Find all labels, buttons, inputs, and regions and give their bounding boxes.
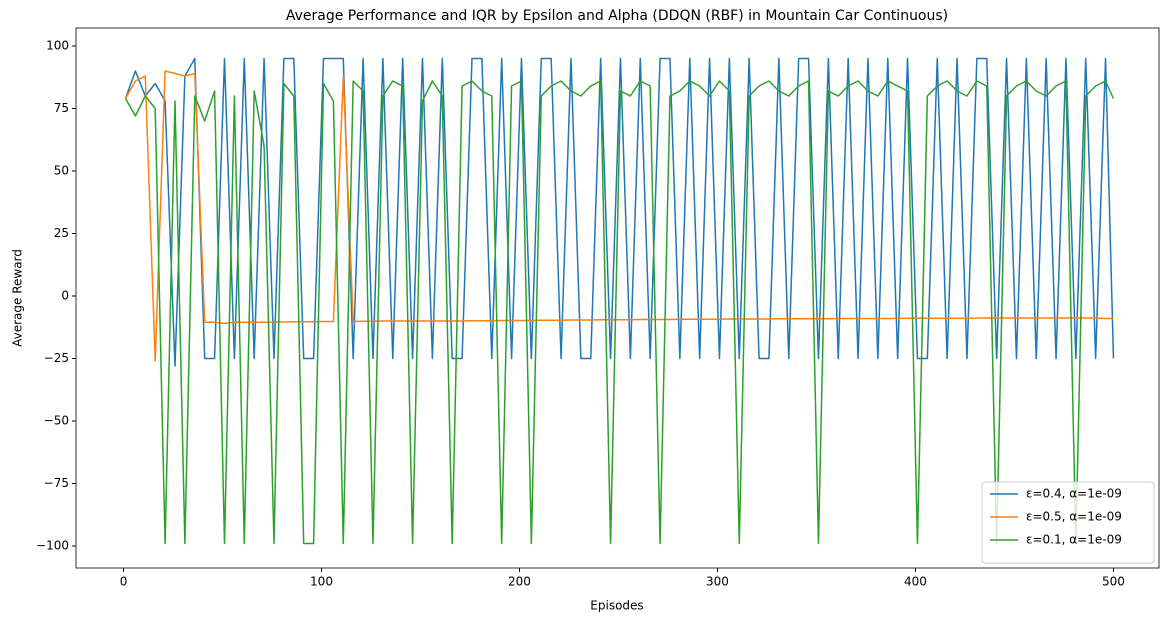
x-tick-label: 500 <box>1102 575 1125 589</box>
series-line <box>124 80 1115 545</box>
plot-frame <box>75 27 1160 569</box>
x-tick-label: 0 <box>120 575 128 589</box>
y-tick-label: −25 <box>44 351 69 365</box>
x-tick-label: 300 <box>706 575 729 589</box>
y-tick-label: 75 <box>54 101 69 115</box>
y-axis-label: Average Reward <box>11 249 25 347</box>
y-tick-label: −50 <box>44 414 69 428</box>
y-tick-label: −75 <box>44 476 69 490</box>
legend-box <box>981 481 1155 564</box>
chart-title: Average Performance and IQR by Epsilon a… <box>286 8 948 24</box>
x-tick-label: 200 <box>508 575 531 589</box>
x-tick-label: 400 <box>904 575 927 589</box>
x-axis-label: Episodes <box>590 599 643 613</box>
legend-label: ε=0.4, α=1e-09 <box>1026 487 1122 501</box>
y-tick-label: 0 <box>61 289 69 303</box>
y-tick-label: 100 <box>46 39 69 53</box>
y-tick-label: −100 <box>36 539 69 553</box>
series-line <box>124 70 1114 362</box>
legend-label: ε=0.1, α=1e-09 <box>1026 533 1122 547</box>
x-tick-label: 100 <box>310 575 333 589</box>
y-tick-label: 25 <box>54 226 69 240</box>
y-tick-label: 50 <box>54 164 69 178</box>
series-line <box>124 57 1115 367</box>
legend-label: ε=0.5, α=1e-09 <box>1026 510 1122 524</box>
